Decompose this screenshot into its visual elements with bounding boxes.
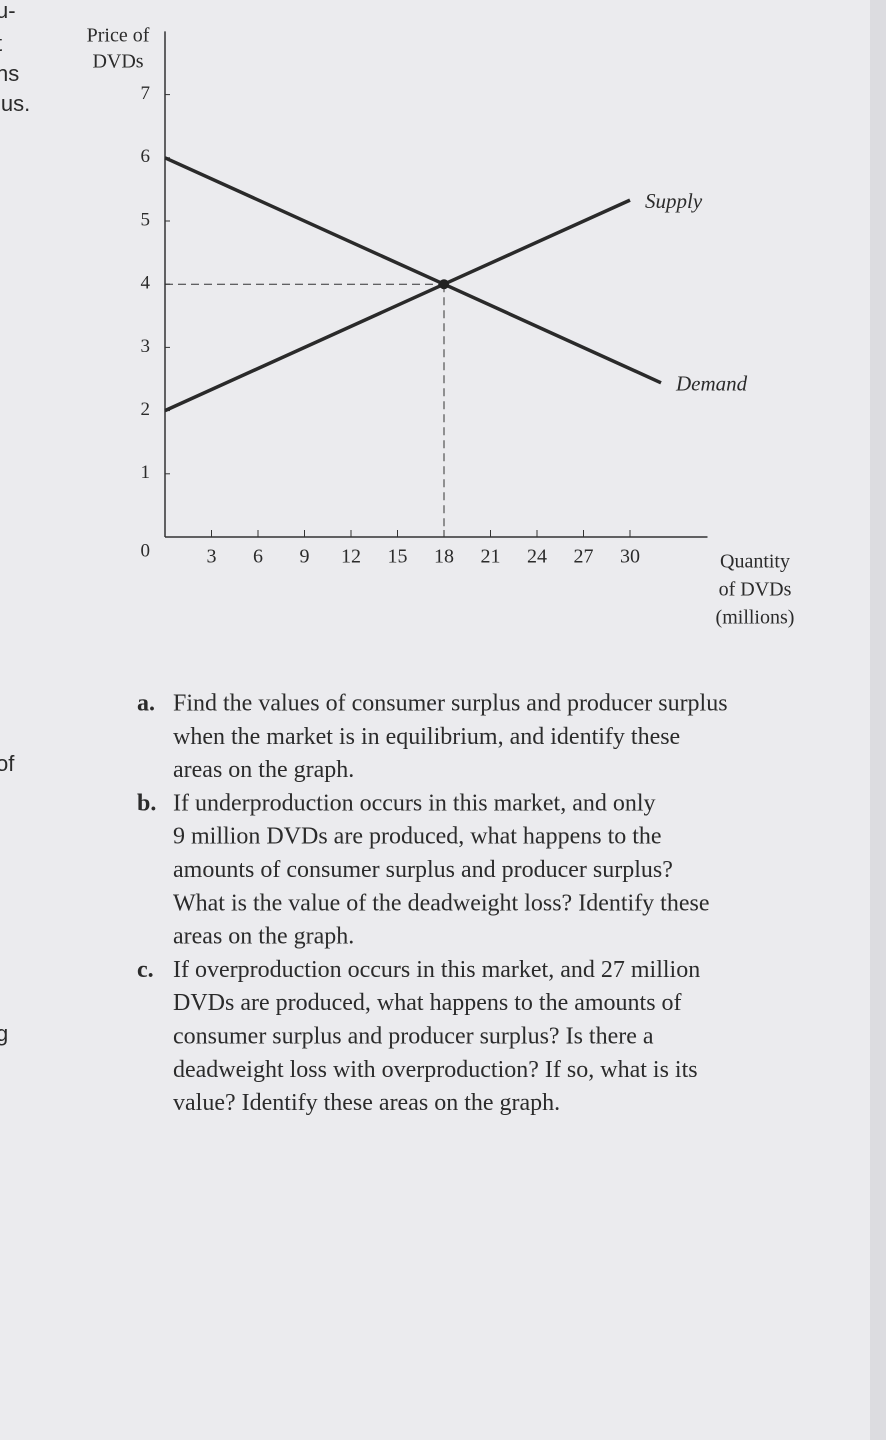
x-tick-label: 27 xyxy=(574,546,594,568)
question-line: 9 million DVDs are produced, what happen… xyxy=(173,824,662,850)
series-label: Demand xyxy=(675,372,748,396)
margin-fragment: lus. xyxy=(0,91,30,116)
x-tick-label: 30 xyxy=(620,546,640,568)
question-letter: b. xyxy=(137,790,156,816)
x-tick-label: 15 xyxy=(388,546,408,568)
y-tick-label: 4 xyxy=(141,273,151,294)
y-tick-label: 7 xyxy=(141,83,151,104)
question-line: value? Identify these areas on the graph… xyxy=(173,1090,560,1116)
question-line: amounts of consumer surplus and producer… xyxy=(173,857,673,883)
x-tick-label: 12 xyxy=(341,546,361,568)
x-axis-label: Quantity xyxy=(720,551,790,573)
x-tick-label: 6 xyxy=(253,546,263,568)
question-line: DVDs are produced, what happens to the a… xyxy=(173,990,682,1016)
question-line: areas on the graph. xyxy=(173,757,354,783)
question-letter: a. xyxy=(137,691,155,717)
question-line: What is the value of the deadweight loss… xyxy=(173,890,710,916)
y-tick-label: 0 xyxy=(141,540,151,561)
margin-fragment: u- xyxy=(0,0,16,23)
x-tick-label: 24 xyxy=(527,546,547,568)
y-tick-label: 2 xyxy=(141,399,151,420)
question-line: consumer surplus and producer surplus? I… xyxy=(173,1024,654,1050)
y-tick-label: 5 xyxy=(141,209,151,230)
page-edge xyxy=(870,0,886,1440)
margin-fragment: ns xyxy=(0,61,19,86)
equilibrium-point xyxy=(439,279,449,290)
margin-fragment: of xyxy=(0,751,15,776)
series-line xyxy=(164,198,631,413)
series-label: Supply xyxy=(645,189,703,213)
question-line: If underproduction occurs in this market… xyxy=(173,790,656,816)
y-axis-label: Price of xyxy=(87,25,150,47)
x-axis-label: of DVDs xyxy=(719,579,792,601)
x-tick-label: 21 xyxy=(481,546,501,568)
x-tick-label: 3 xyxy=(207,546,217,568)
y-tick-label: 6 xyxy=(141,146,151,167)
margin-fragment: g xyxy=(0,1021,8,1046)
question-line: when the market is in equilibrium, and i… xyxy=(173,724,680,750)
question-line: areas on the graph. xyxy=(173,924,354,950)
y-tick-label: 1 xyxy=(141,462,151,483)
question-letter: c. xyxy=(137,957,154,983)
question-line: If overproduction occurs in this market,… xyxy=(173,957,700,983)
y-tick-label: 3 xyxy=(141,336,151,357)
question-line: deadweight loss with overproduction? If … xyxy=(173,1057,698,1083)
x-tick-label: 18 xyxy=(434,546,454,568)
series-line xyxy=(164,156,662,385)
margin-fragment: t xyxy=(0,31,2,56)
x-axis-label: (millions) xyxy=(716,607,795,629)
x-tick-label: 9 xyxy=(300,546,310,568)
y-axis-label: DVDs xyxy=(92,51,143,73)
question-line: Find the values of consumer surplus and … xyxy=(173,691,728,717)
